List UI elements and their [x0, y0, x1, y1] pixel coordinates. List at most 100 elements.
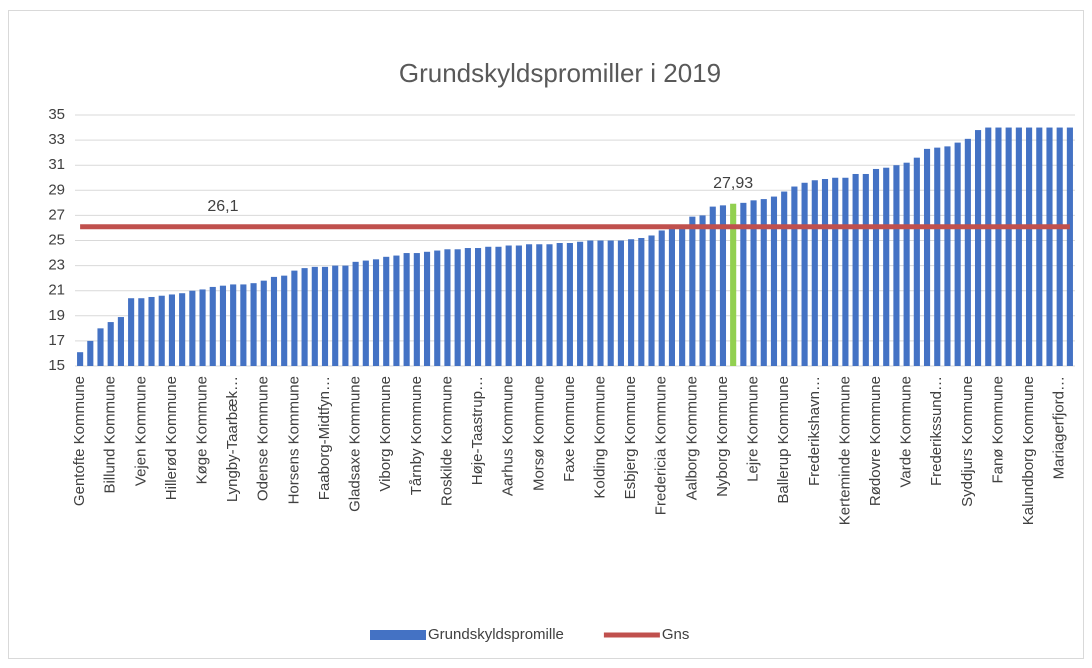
legend-swatch — [370, 630, 426, 640]
bar — [709, 206, 716, 366]
bar — [403, 253, 410, 366]
bar — [842, 177, 849, 366]
bar — [219, 285, 227, 366]
bar — [321, 266, 329, 366]
bar — [1066, 127, 1073, 366]
x-tick-label: Odense Kommune — [255, 376, 272, 501]
bar — [475, 248, 482, 366]
bar — [77, 352, 84, 366]
bar — [230, 284, 237, 366]
bar — [1026, 127, 1033, 366]
bar — [862, 173, 869, 366]
x-tick-label: Gladsaxe Kommune — [347, 376, 364, 512]
bar — [209, 286, 216, 366]
bar — [536, 244, 543, 366]
bar — [189, 290, 196, 366]
x-tick-label: Billund Kommune — [102, 376, 119, 494]
x-tick-label: Frederikshavn… — [806, 376, 823, 486]
bar — [679, 226, 686, 366]
bar — [985, 127, 992, 366]
bar — [934, 147, 941, 366]
bar — [128, 298, 135, 366]
y-tick-label: 27 — [48, 206, 65, 223]
bar — [689, 216, 696, 366]
y-tick-label: 19 — [48, 307, 65, 324]
bar — [811, 180, 818, 366]
chart-title: Grundskyldspromiller i 2019 — [399, 58, 721, 88]
bar — [117, 317, 124, 366]
bar — [964, 138, 971, 366]
bar — [923, 148, 931, 366]
bar — [628, 239, 635, 366]
bar — [332, 265, 339, 366]
bar — [658, 230, 665, 366]
x-tick-label: Kerteminde Kommune — [836, 376, 853, 525]
bar — [913, 157, 920, 366]
bar — [250, 283, 257, 366]
bar — [423, 251, 431, 366]
bar — [526, 244, 533, 366]
bar — [1005, 127, 1012, 366]
bar — [260, 280, 267, 366]
bar — [556, 243, 563, 366]
x-tick-label: Aalborg Kommune — [683, 376, 700, 500]
bar — [138, 298, 145, 366]
x-tick-label: Vejen Kommune — [132, 376, 149, 486]
bar — [179, 293, 186, 366]
bar — [311, 266, 318, 366]
x-tick-label: Lyngby-Taarbæk… — [224, 376, 241, 502]
bar — [97, 328, 104, 366]
bar — [291, 270, 298, 366]
bar — [383, 256, 390, 366]
y-tick-label: 33 — [48, 131, 65, 148]
bar — [750, 200, 757, 366]
data-label: 27,93 — [713, 175, 753, 192]
bar — [791, 186, 798, 366]
legend-label: Gns — [662, 626, 690, 643]
bar — [781, 191, 788, 366]
bar — [87, 340, 94, 366]
bar — [434, 250, 441, 366]
bar — [168, 294, 175, 366]
bar — [1015, 127, 1022, 366]
y-tick-label: 15 — [48, 357, 65, 374]
bar — [454, 249, 461, 366]
bar — [485, 246, 492, 366]
bar — [413, 253, 420, 366]
bar — [648, 235, 655, 366]
bar — [515, 245, 522, 366]
bar — [975, 130, 982, 366]
y-tick-label: 31 — [48, 156, 65, 173]
bar — [546, 244, 553, 366]
y-tick-label: 23 — [48, 257, 65, 274]
y-tick-label: 25 — [48, 231, 65, 248]
x-tick-label: Mariagerfjord… — [1051, 376, 1068, 479]
bar — [730, 203, 737, 366]
x-tick-label: Fanø Kommune — [989, 376, 1006, 484]
bar — [352, 261, 359, 366]
bar — [760, 199, 767, 366]
bar — [668, 227, 675, 366]
y-tick-label: 35 — [48, 106, 65, 123]
x-tick-label: Faxe Kommune — [561, 376, 578, 482]
bar — [158, 295, 165, 366]
bar — [944, 146, 951, 366]
bar — [801, 182, 808, 366]
bar — [893, 165, 900, 366]
bar — [566, 243, 573, 366]
bar — [607, 240, 614, 366]
y-tick-label: 29 — [48, 181, 65, 198]
x-tick-label: Køge Kommune — [194, 376, 211, 484]
bar — [464, 248, 471, 366]
legend-label: Grundskyldspromille — [428, 626, 564, 643]
bar — [597, 240, 604, 366]
bar — [617, 240, 624, 366]
bar — [240, 284, 247, 366]
bar — [995, 127, 1002, 366]
bar — [393, 255, 400, 366]
bar — [505, 245, 512, 366]
bar — [852, 173, 859, 366]
bar — [199, 289, 206, 366]
x-tick-label: Frederikssund… — [928, 376, 945, 486]
